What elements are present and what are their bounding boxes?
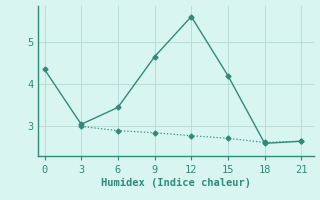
X-axis label: Humidex (Indice chaleur): Humidex (Indice chaleur) [101,178,251,188]
